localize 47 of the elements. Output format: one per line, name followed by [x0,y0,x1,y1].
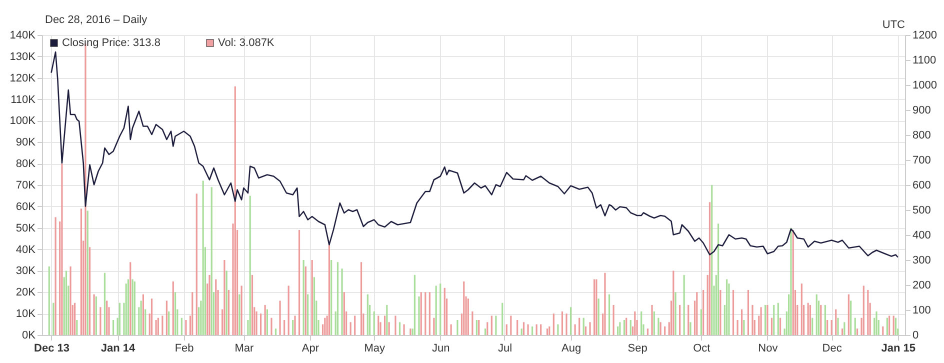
y2-tick-label: 100 [912,304,931,316]
x-tick-label: Jan 14 [100,342,136,354]
y-tick-label: 120K [10,72,36,84]
line-series [50,51,899,258]
chart-subtitle: Dec 28, 2016 – Daily [45,14,148,26]
x-tick-label: Dec 13 [34,342,70,354]
x-tick-label: Jul [498,342,512,354]
y2-tick-label: 1000 [912,80,937,92]
y-tick-label: 70K [16,180,36,192]
x-tick-label: Nov [758,342,778,354]
y-tick-label: 140K [10,30,36,42]
y-tick-label: 10K [16,308,36,320]
x-tick-label: Feb [174,342,194,354]
x-tick-label: May [364,342,386,354]
x-tick-label: Jun [432,342,450,354]
y-tick-label: 110K [10,94,36,106]
y-tick-label: 40K [16,244,36,256]
y2-tick-label: 1100 [912,54,936,66]
x-tick-label: Apr [302,342,320,354]
x-tick-label: Aug [561,342,582,354]
y2-tick-label: 200 [912,280,931,292]
text: UTC [882,19,906,31]
y-tick-label: 80K [16,158,36,170]
y-tick-label: 0K [22,330,36,342]
y-tick-label: 90K [16,136,36,149]
y-tick-label: 30K [16,265,36,278]
y2-tick-label: 500 [912,204,931,216]
y2-tick-label: 300 [912,254,931,266]
x-tick-label: Jan 15 [881,342,916,354]
y-tick-label: 130K [10,50,36,63]
y2-tick-label: 800 [912,130,931,142]
y-tick-label: 20K [16,286,36,299]
x-tick-label: Oct [693,342,710,354]
y2-tick-label: 400 [912,230,931,242]
y2-tick-label: 700 [912,154,931,166]
legend-label: Vol: 3.087K [218,37,275,49]
y2-tick-label: 900 [912,104,931,116]
y-tick-label: 60K [16,200,36,213]
x-tick-label: Mar [234,342,254,354]
x-tick-label: Dec [822,342,842,354]
y2-tick-label: 600 [912,180,931,192]
legend-label: Closing Price: 313.8 [62,37,160,49]
y-tick-label: 50K [16,222,36,234]
y-tick-label: 100K [10,115,36,128]
y2-tick-label: 1200 [912,30,937,42]
x-tick-label: Sep [628,342,648,354]
y2-tick-label: 0 [912,330,919,342]
